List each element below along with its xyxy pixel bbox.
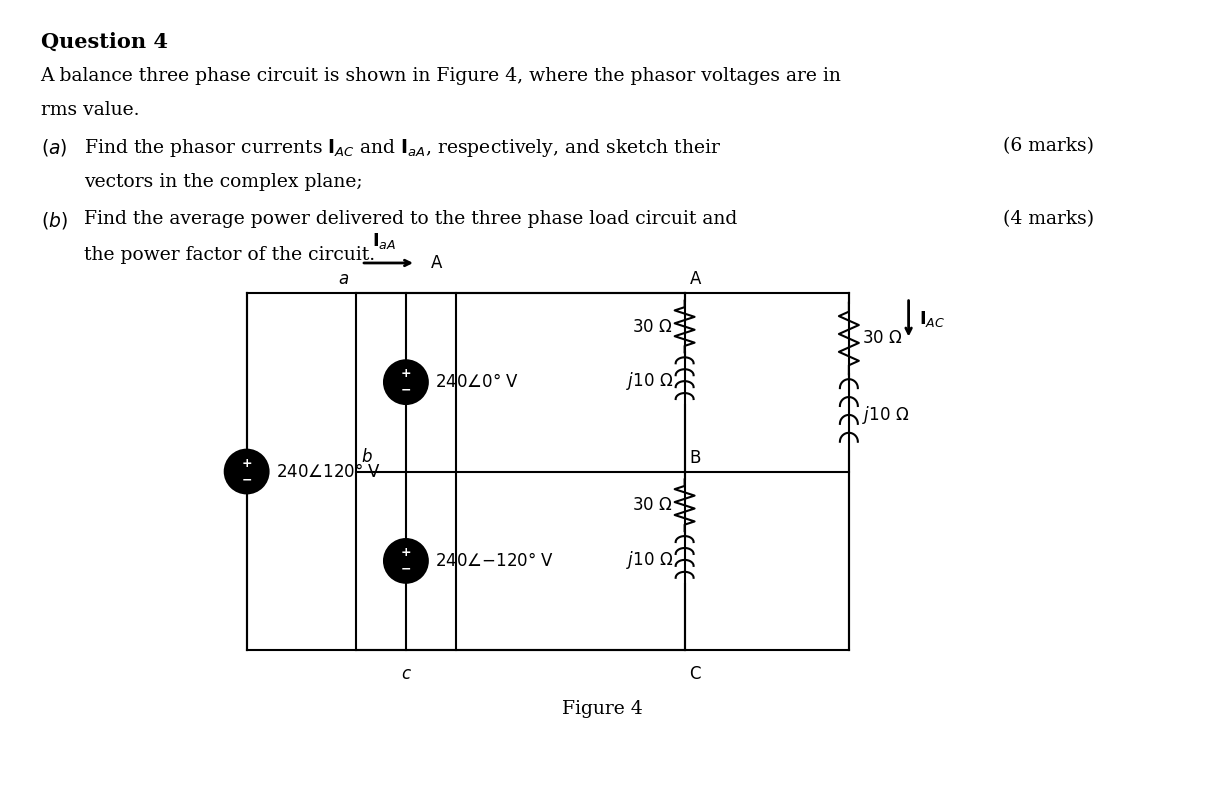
Text: $j10\ \Omega$: $j10\ \Omega$ — [862, 404, 909, 426]
Text: $30\ \Omega$: $30\ \Omega$ — [632, 496, 672, 514]
Text: $\mathbf{I}_{AC}$: $\mathbf{I}_{AC}$ — [919, 308, 944, 328]
Text: Find the phasor currents $\mathbf{I}_{AC}$ and $\mathbf{I}_{aA}$, respectively, : Find the phasor currents $\mathbf{I}_{AC… — [85, 137, 722, 159]
Text: c: c — [401, 665, 411, 684]
Text: rms value.: rms value. — [41, 101, 139, 119]
Text: +: + — [242, 457, 251, 470]
Text: a: a — [339, 270, 348, 288]
Text: +: + — [400, 546, 411, 559]
Text: +: + — [400, 367, 411, 380]
Text: $30\ \Omega$: $30\ \Omega$ — [862, 329, 902, 348]
Text: vectors in the complex plane;: vectors in the complex plane; — [85, 173, 363, 190]
Text: Question 4: Question 4 — [41, 31, 168, 52]
Circle shape — [384, 539, 428, 583]
Text: the power factor of the circuit.: the power factor of the circuit. — [85, 246, 376, 264]
Text: $240\angle120°$ V: $240\angle120°$ V — [276, 462, 381, 480]
Text: b: b — [361, 448, 371, 466]
Text: Find the average power delivered to the three phase load circuit and: Find the average power delivered to the … — [85, 211, 737, 228]
Text: −: − — [400, 384, 411, 397]
Text: $\mathbf{I}_{aA}$: $\mathbf{I}_{aA}$ — [372, 231, 397, 251]
Text: −: − — [400, 562, 411, 575]
Text: $(b)$: $(b)$ — [41, 211, 68, 232]
Text: Figure 4: Figure 4 — [562, 700, 643, 718]
Bar — [357, 293, 684, 650]
Text: B: B — [689, 449, 701, 466]
Text: $j10\ \Omega$: $j10\ \Omega$ — [625, 549, 672, 571]
Text: $30\ \Omega$: $30\ \Omega$ — [632, 317, 672, 336]
Text: A: A — [689, 270, 701, 288]
Circle shape — [225, 449, 268, 493]
Text: (6 marks): (6 marks) — [1003, 137, 1094, 155]
Text: −: − — [242, 474, 251, 487]
Text: $j10\ \Omega$: $j10\ \Omega$ — [625, 370, 672, 392]
Circle shape — [384, 360, 428, 404]
Text: $240\angle0°$ V: $240\angle0°$ V — [435, 373, 519, 391]
Text: (4 marks): (4 marks) — [1003, 211, 1094, 228]
Text: A: A — [430, 254, 442, 272]
Text: A balance three phase circuit is shown in Figure 4, where the phasor voltages ar: A balance three phase circuit is shown i… — [41, 67, 841, 86]
Text: C: C — [689, 665, 701, 684]
Text: $240\angle{-120°}$ V: $240\angle{-120°}$ V — [435, 552, 554, 570]
Text: $(a)$: $(a)$ — [41, 137, 66, 158]
